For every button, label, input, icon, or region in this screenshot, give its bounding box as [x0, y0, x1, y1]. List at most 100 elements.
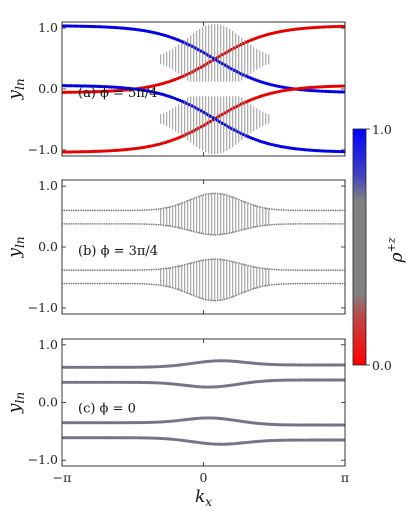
data-point	[284, 438, 288, 442]
data-point	[265, 379, 269, 383]
data-point	[315, 89, 319, 93]
data-point	[126, 421, 130, 425]
data-point	[232, 46, 236, 50]
data-point	[197, 296, 200, 299]
data-point	[331, 363, 335, 367]
data-point	[74, 436, 78, 440]
data-point	[263, 422, 267, 426]
data-point	[135, 436, 140, 440]
data-point	[68, 269, 70, 272]
data-point	[333, 438, 338, 442]
data-point	[131, 209, 134, 212]
data-point	[234, 382, 239, 387]
data-point	[179, 203, 181, 205]
data-point	[142, 436, 147, 440]
data-point	[131, 223, 134, 225]
data-point	[117, 209, 120, 212]
data-point	[119, 26, 123, 30]
data-point	[296, 87, 300, 91]
data-point	[119, 421, 123, 425]
data-point	[180, 418, 184, 422]
data-point	[76, 84, 81, 88]
data-point	[303, 148, 307, 152]
data-point	[289, 87, 293, 92]
data-point	[291, 423, 295, 427]
data-point	[105, 89, 109, 93]
data-point	[305, 378, 309, 382]
data-point	[67, 365, 71, 369]
data-point	[284, 145, 288, 150]
data-point	[105, 222, 108, 225]
data-point	[179, 227, 181, 229]
data-point	[291, 27, 295, 32]
data-point	[320, 222, 323, 225]
data-point	[77, 269, 80, 272]
data-point	[296, 363, 300, 367]
hatch-region	[160, 193, 270, 301]
data-point	[223, 259, 226, 261]
data-point	[86, 84, 90, 88]
x-tick-label: 0	[200, 470, 208, 485]
data-point	[126, 380, 130, 384]
data-point	[134, 269, 137, 271]
data-point	[171, 437, 175, 441]
data-point	[254, 204, 257, 207]
data-point	[70, 209, 73, 212]
data-point	[117, 282, 120, 285]
data-point	[336, 24, 340, 29]
data-point	[341, 269, 344, 272]
data-point	[192, 384, 196, 388]
data-point	[294, 282, 297, 285]
data-point	[212, 192, 214, 195]
data-point	[100, 149, 104, 153]
data-point	[187, 103, 191, 107]
data-point	[293, 423, 298, 427]
data-point	[237, 441, 241, 445]
data-point	[315, 438, 319, 442]
data-point	[145, 145, 149, 149]
data-point	[146, 209, 148, 211]
data-point	[277, 423, 281, 427]
data-point	[216, 385, 220, 389]
data-point	[331, 90, 335, 94]
data-point	[150, 420, 154, 424]
data-point	[190, 262, 193, 264]
data-point	[79, 150, 83, 154]
data-point	[86, 150, 90, 154]
data-point	[183, 383, 187, 387]
data-point	[253, 361, 257, 365]
data-point	[336, 363, 340, 367]
data-point	[212, 258, 214, 261]
data-point	[201, 416, 206, 420]
y-tick-label: 0.0	[38, 395, 58, 410]
data-point	[79, 24, 83, 28]
data-point	[138, 420, 142, 425]
data-point	[304, 282, 306, 285]
data-point	[296, 147, 300, 151]
data-point	[199, 125, 203, 129]
data-point	[322, 423, 326, 427]
data-point	[107, 149, 111, 153]
data-point	[256, 266, 259, 269]
data-point	[333, 24, 338, 29]
data-point	[325, 282, 328, 285]
data-point	[128, 421, 132, 425]
data-point	[293, 147, 298, 151]
data-point	[81, 150, 85, 154]
data-point	[230, 418, 234, 422]
data-point	[91, 269, 94, 272]
data-point	[101, 222, 103, 225]
data-point	[270, 362, 274, 367]
data-point	[311, 269, 313, 272]
data-point	[124, 209, 127, 212]
data-point	[244, 420, 248, 424]
data-point	[72, 222, 75, 225]
data-point	[161, 381, 166, 385]
data-point	[82, 269, 85, 272]
data-point	[324, 423, 328, 427]
data-point	[225, 384, 229, 388]
data-point	[188, 199, 191, 202]
data-point	[341, 378, 345, 382]
data-point	[336, 90, 340, 94]
data-point	[105, 365, 109, 369]
